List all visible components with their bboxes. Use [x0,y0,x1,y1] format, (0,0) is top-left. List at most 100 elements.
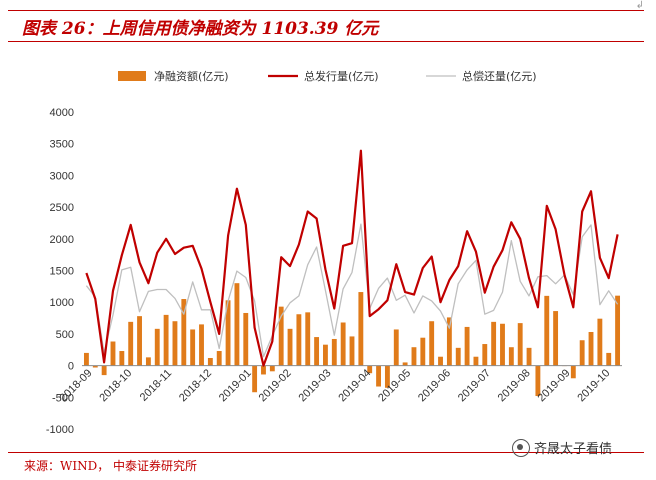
bar [234,283,240,366]
x-tick-label: 2019-04 [336,367,373,404]
bar [172,321,178,366]
x-tick-label: 2019-09 [536,367,573,404]
bar [491,321,497,366]
bar [92,365,98,368]
bar [340,322,346,366]
bar [579,340,585,366]
x-tick-label: 2019-05 [376,367,413,404]
bar [429,321,435,366]
bar [252,365,258,393]
legend-label: 总发行量(亿元) [304,69,379,83]
legend-label: 总偿还量(亿元) [462,69,537,83]
chart-title: 图表 26：上周信用债净融资为 1103.39 亿元 [22,19,379,39]
bar [261,365,266,375]
chart: 净融资额(亿元) 总发行量(亿元) 总偿还量(亿元) -1000 -500 0 500 10… [46,69,622,436]
bar [367,365,373,374]
bar [615,295,621,366]
bars-net-financing [83,283,621,397]
source-text: 来源：WIND， 中泰证券研究所 [24,459,198,473]
x-tick-label: 2018-12 [177,367,214,404]
bar [384,365,390,388]
bar [349,336,355,366]
wechat-icon [512,438,530,457]
x-tick-label: 2019-08 [496,367,533,404]
bar [243,312,249,366]
y-tick-label: 0 [68,361,74,373]
bar [278,306,284,366]
title-top-rule [8,10,644,11]
series-line-issuance [85,149,619,367]
bar [597,318,603,366]
bar [446,317,452,366]
y-tick-label: 500 [56,329,74,341]
legend-label: 净融资额(亿元) [154,69,229,83]
bar [128,321,134,366]
bar [305,312,311,366]
y-tick-label: -1000 [46,424,74,436]
bar [181,299,187,366]
x-tick-label: 2019-01 [217,367,254,404]
bar [314,337,320,366]
bar [119,351,125,366]
bar [199,324,204,366]
bar [207,357,213,366]
bar [570,365,576,379]
bar [420,337,426,366]
lines [85,149,619,367]
bar [83,352,89,366]
y-tick-label: -500 [52,392,74,404]
corner-mark: ↲ [635,0,644,11]
source-rule [8,452,644,453]
y-tick-label: 2000 [50,234,74,246]
bar [101,365,107,376]
bar [225,300,231,366]
watermark: 齐晟太子看债 [512,438,612,457]
bar [473,356,479,366]
bar [606,352,612,366]
bar [464,326,470,366]
y-tick-label: 1500 [50,266,74,278]
bar [508,347,514,366]
x-axis: 2018-09 2018-10 2018-11 2018-12 2019-01 2019-… [58,367,613,404]
bar [535,365,541,397]
y-axis: -1000 -500 0 500 1000 1500 2000 2500 3000 3500 400… [46,107,74,436]
bar [411,347,417,366]
bar [358,292,364,366]
bar [331,338,337,366]
y-tick-label: 2500 [50,202,74,214]
title-bottom-rule [8,41,644,42]
bar [154,328,160,366]
bar [269,365,275,372]
series-line-repayment [85,223,619,358]
y-tick-label: 3000 [50,170,74,182]
bar [190,329,196,366]
bar [110,341,116,366]
legend: 净融资额(亿元) 总发行量(亿元) 总偿还量(亿元) [118,69,537,83]
bar [145,357,151,366]
y-tick-label: 3500 [50,139,74,151]
bar [588,331,594,366]
bar [500,323,505,366]
bar [544,295,550,366]
bar [553,311,559,366]
x-tick-label: 2019-06 [416,367,453,404]
bar [526,347,532,366]
bar [402,362,408,366]
legend-swatch-bar [118,71,146,81]
x-tick-label: 2018-09 [58,367,95,404]
watermark-text: 齐晟太子看债 [534,442,613,457]
x-tick-label: 2019-10 [575,367,612,404]
bar [287,328,293,366]
bar [216,351,222,366]
bar [323,344,328,366]
bar [455,347,461,366]
x-tick-label: 2018-11 [138,367,174,403]
bar [376,365,381,387]
x-tick-label: 2019-03 [297,367,334,404]
x-tick-label: 2019-07 [456,367,493,404]
bar [482,344,488,366]
y-tick-label: 1000 [50,297,74,309]
bar [438,356,443,366]
bar [137,316,142,366]
bar [163,314,169,366]
